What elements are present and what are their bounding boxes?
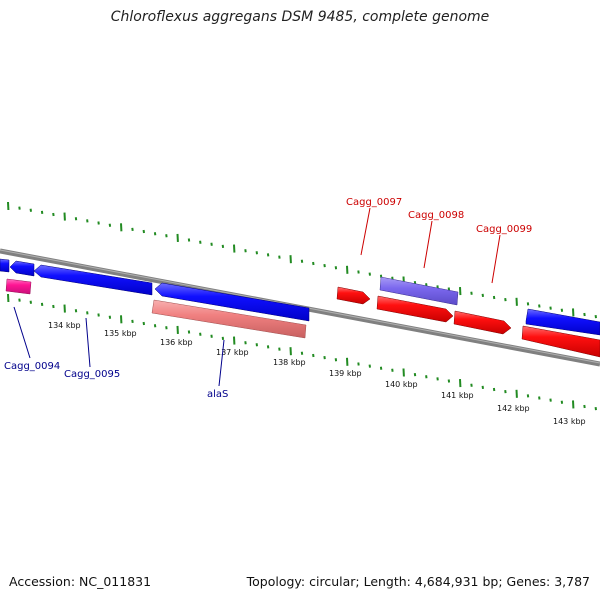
forward-strand-features (336, 276, 600, 358)
forward-gene-arrow[interactable] (521, 325, 600, 358)
connector-cagg-0098 (423, 220, 433, 269)
scale-label: 138 kbp (273, 358, 306, 367)
scale-label: 136 kbp (160, 338, 193, 347)
gene-label-cagg-0095[interactable]: Cagg_0095 (64, 369, 120, 380)
connector-alas (218, 339, 225, 387)
scale-label: 137 kbp (216, 348, 249, 357)
misc-feature-box[interactable] (5, 278, 32, 295)
reverse-gene-arrow[interactable] (33, 264, 153, 296)
upper-tick-ring (7, 201, 597, 319)
reverse-gene-arrow[interactable] (9, 260, 35, 277)
rna-feature-box[interactable] (151, 299, 307, 339)
scale-label: 142 kbp (497, 404, 530, 413)
forward-gene-arrow[interactable] (376, 295, 454, 323)
scale-label: 143 kbp (553, 417, 586, 426)
connector-cagg-0095 (85, 317, 91, 368)
reverse-strand-features (0, 258, 600, 339)
other-feature-box[interactable] (379, 276, 459, 306)
connector-cagg-0094 (13, 306, 31, 359)
gene-label-cagg-0098[interactable]: Cagg_0098 (408, 210, 464, 221)
gene-label-cagg-0099[interactable]: Cagg_0099 (476, 224, 532, 235)
reverse-gene-arrow[interactable] (154, 282, 310, 322)
forward-gene-arrow[interactable] (453, 310, 512, 335)
gene-label-cagg-0097[interactable]: Cagg_0097 (346, 197, 402, 208)
scale-labels: 134 kbp 135 kbp 136 kbp 137 kbp 138 kbp … (48, 321, 586, 426)
map-title: Chloroflexus aggregans DSM 9485, complet… (110, 9, 490, 25)
forward-gene-arrow[interactable] (336, 286, 371, 305)
gene-label-alas[interactable]: alaS (207, 389, 228, 400)
gene-label-cagg-0094[interactable]: Cagg_0094 (4, 361, 60, 372)
scale-label: 134 kbp (48, 321, 81, 330)
scale-label: 139 kbp (329, 369, 362, 378)
genome-summary-text: Topology: circular; Length: 4,684,931 bp… (246, 574, 590, 589)
scale-label: 141 kbp (441, 391, 474, 400)
label-connectors (13, 207, 501, 387)
accession-text: Accession: NC_011831 (9, 574, 152, 589)
scale-label: 135 kbp (104, 329, 137, 338)
lower-tick-ring (7, 293, 597, 411)
connector-cagg-0097 (360, 207, 371, 256)
connector-cagg-0099 (491, 234, 501, 284)
gene-labels: Cagg_0094 Cagg_0095 alaS Cagg_0097 Cagg_… (4, 197, 532, 400)
reverse-gene-arrow[interactable] (0, 258, 10, 273)
reverse-gene-arrow[interactable] (525, 308, 600, 336)
scale-label: 140 kbp (385, 380, 418, 389)
